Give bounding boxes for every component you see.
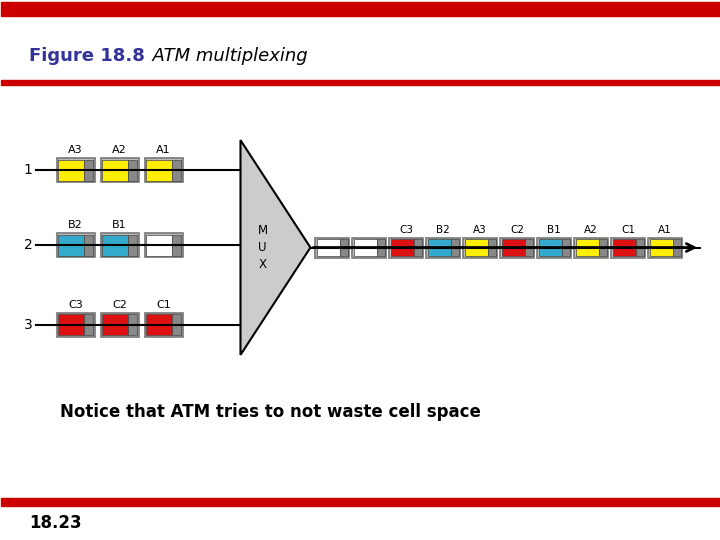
Bar bbox=[145, 313, 183, 337]
Bar bbox=[58, 234, 84, 255]
Bar bbox=[146, 160, 172, 180]
Text: C2: C2 bbox=[112, 300, 127, 310]
Bar bbox=[613, 239, 636, 256]
Bar bbox=[101, 158, 138, 182]
Bar bbox=[101, 233, 138, 257]
Bar bbox=[145, 233, 183, 257]
Bar bbox=[377, 239, 385, 256]
Bar bbox=[84, 314, 93, 335]
Text: A1: A1 bbox=[156, 145, 171, 155]
Bar bbox=[84, 234, 93, 255]
Bar bbox=[128, 160, 137, 180]
Bar bbox=[502, 239, 525, 256]
Bar bbox=[172, 314, 181, 335]
Bar bbox=[428, 239, 451, 256]
Text: 3: 3 bbox=[24, 318, 32, 332]
Text: A2: A2 bbox=[584, 225, 598, 234]
Text: B2: B2 bbox=[68, 220, 83, 230]
Text: C1: C1 bbox=[621, 225, 635, 234]
Bar bbox=[101, 313, 138, 337]
Bar bbox=[576, 239, 598, 256]
Text: B1: B1 bbox=[547, 225, 561, 234]
Bar bbox=[58, 314, 84, 335]
Text: C3: C3 bbox=[68, 300, 83, 310]
Text: 18.23: 18.23 bbox=[29, 514, 81, 532]
Bar bbox=[562, 239, 570, 256]
Bar bbox=[525, 239, 533, 256]
Text: Figure 18.8: Figure 18.8 bbox=[29, 47, 145, 65]
Bar bbox=[463, 238, 498, 258]
Text: A2: A2 bbox=[112, 145, 127, 155]
Bar bbox=[1, 2, 720, 16]
Bar bbox=[354, 239, 377, 256]
Bar bbox=[102, 160, 128, 180]
Text: C1: C1 bbox=[156, 300, 171, 310]
Bar bbox=[58, 160, 84, 180]
Bar bbox=[390, 238, 423, 258]
Bar bbox=[102, 234, 128, 255]
Bar bbox=[172, 160, 181, 180]
Bar bbox=[145, 158, 183, 182]
Text: B2: B2 bbox=[436, 225, 450, 234]
Bar bbox=[500, 238, 534, 258]
Bar bbox=[465, 239, 487, 256]
Bar bbox=[102, 314, 128, 335]
Bar bbox=[426, 238, 460, 258]
Bar bbox=[1, 80, 720, 85]
Polygon shape bbox=[240, 140, 310, 355]
Text: ATM multiplexing: ATM multiplexing bbox=[140, 47, 307, 65]
Bar bbox=[451, 239, 459, 256]
Bar bbox=[340, 239, 348, 256]
Bar bbox=[672, 239, 680, 256]
Bar bbox=[128, 314, 137, 335]
Bar bbox=[648, 238, 682, 258]
Bar bbox=[146, 234, 172, 255]
Bar bbox=[352, 238, 387, 258]
Text: M
U
X: M U X bbox=[258, 224, 268, 271]
Bar bbox=[57, 158, 94, 182]
Bar bbox=[649, 239, 672, 256]
Text: Notice that ATM tries to not waste cell space: Notice that ATM tries to not waste cell … bbox=[60, 403, 481, 421]
Text: C3: C3 bbox=[400, 225, 413, 234]
Bar bbox=[57, 313, 94, 337]
Text: A1: A1 bbox=[658, 225, 672, 234]
Bar bbox=[317, 239, 340, 256]
Bar bbox=[128, 234, 137, 255]
Bar bbox=[391, 239, 414, 256]
Bar bbox=[1, 498, 720, 506]
Bar bbox=[598, 239, 607, 256]
Bar bbox=[84, 160, 93, 180]
Bar bbox=[487, 239, 496, 256]
Bar bbox=[539, 239, 562, 256]
Text: C2: C2 bbox=[510, 225, 524, 234]
Bar bbox=[315, 238, 349, 258]
Bar bbox=[146, 314, 172, 335]
Text: B1: B1 bbox=[112, 220, 127, 230]
Bar bbox=[574, 238, 608, 258]
Text: 1: 1 bbox=[24, 163, 32, 177]
Bar bbox=[57, 233, 94, 257]
Bar bbox=[636, 239, 644, 256]
Bar bbox=[537, 238, 571, 258]
Text: A3: A3 bbox=[473, 225, 487, 234]
Bar bbox=[172, 234, 181, 255]
Bar bbox=[414, 239, 422, 256]
Bar bbox=[611, 238, 645, 258]
Text: 2: 2 bbox=[24, 238, 32, 252]
Text: A3: A3 bbox=[68, 145, 83, 155]
